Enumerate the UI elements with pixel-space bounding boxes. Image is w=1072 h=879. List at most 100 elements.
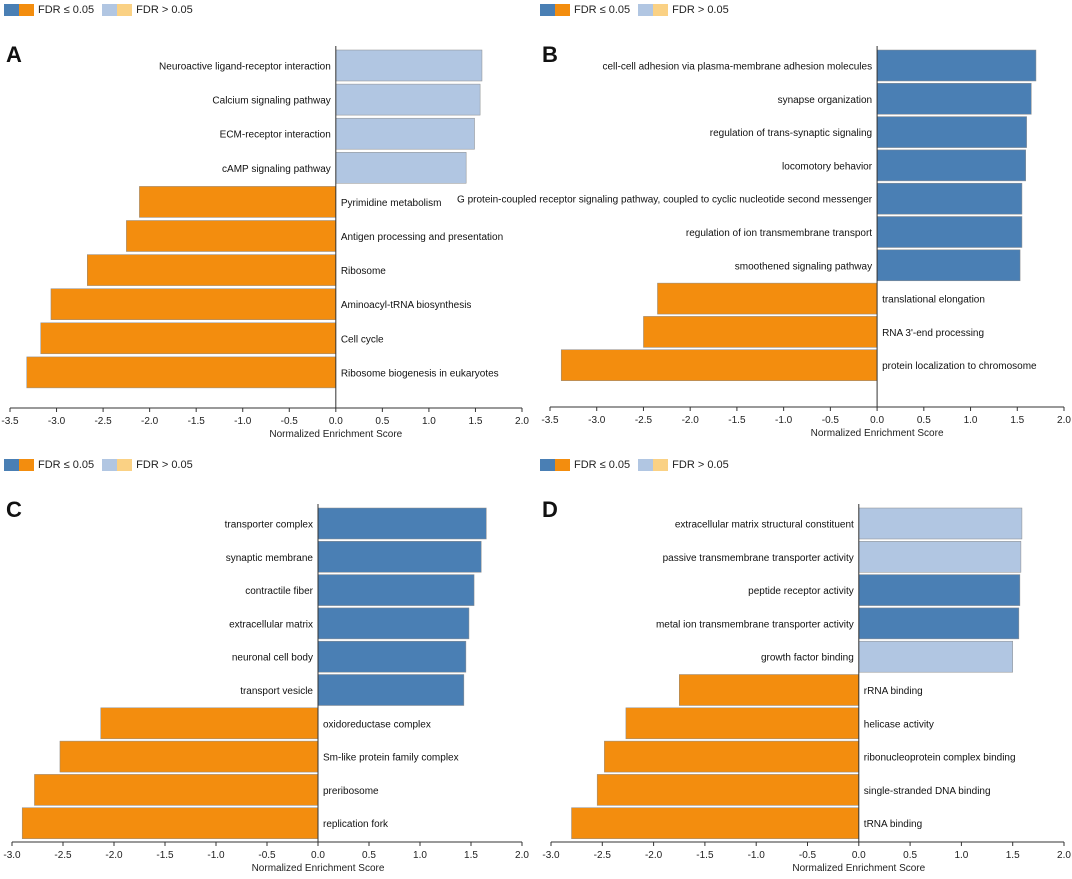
bar xyxy=(876,116,1027,148)
x-tick-label: -3.0 xyxy=(3,850,21,861)
x-tick-label: -2.5 xyxy=(54,850,72,861)
bar-label: Calcium signaling pathway xyxy=(212,96,330,107)
x-tick-label: -1.0 xyxy=(748,850,766,861)
bar-label: replication fork xyxy=(323,819,389,830)
legend-nonsig-label: FDR > 0.05 xyxy=(672,4,729,16)
x-tick-label: -0.5 xyxy=(258,850,276,861)
legend-swatch-up-sig xyxy=(540,459,555,471)
panel-a: FDR ≤ 0.05 FDR > 0.05 A Neuroactive liga… xyxy=(0,0,536,450)
panel-letter: A xyxy=(6,42,22,67)
x-tick-label: 0.5 xyxy=(375,416,389,427)
legend: FDR ≤ 0.05 FDR > 0.05 xyxy=(540,458,737,472)
bar xyxy=(335,117,475,150)
x-tick-label: -1.0 xyxy=(775,415,793,426)
legend-nonsig-label: FDR > 0.05 xyxy=(136,4,193,16)
legend-swatch-down-sig xyxy=(555,4,570,16)
bar-label: Aminoacyl-tRNA biosynthesis xyxy=(341,300,472,311)
bar-label: rRNA binding xyxy=(864,686,923,697)
bar xyxy=(604,740,860,773)
x-tick-label: -0.5 xyxy=(281,416,299,427)
legend-swatch-down-sig xyxy=(555,459,570,471)
panel-letter: C xyxy=(6,497,22,522)
x-tick-label: 1.5 xyxy=(464,850,478,861)
x-tick-label: -1.0 xyxy=(207,850,225,861)
chart-d: extracellular matrix structural constitu… xyxy=(542,504,1071,874)
legend-nonsig-label: FDR > 0.05 xyxy=(136,459,193,471)
bar-label: G protein-coupled receptor signaling pat… xyxy=(457,195,873,206)
x-tick-label: -2.0 xyxy=(105,850,123,861)
x-axis-title: Normalized Enrichment Score xyxy=(252,863,385,874)
bar-label: peptide receptor activity xyxy=(748,586,854,597)
x-tick-label: -2.0 xyxy=(645,850,663,861)
bar-label: synaptic membrane xyxy=(226,553,314,564)
x-tick-label: -3.0 xyxy=(542,850,560,861)
x-tick-label: -2.5 xyxy=(635,415,653,426)
x-tick-label: -1.5 xyxy=(156,850,174,861)
x-axis-title: Normalized Enrichment Score xyxy=(269,429,402,440)
x-tick-label: 2.0 xyxy=(1057,415,1071,426)
bar-label: single-stranded DNA binding xyxy=(864,786,991,797)
bar xyxy=(596,774,860,806)
chart-c: transporter complex synaptic membrane cont… xyxy=(3,504,529,874)
legend-swatch-up-nonsig xyxy=(638,4,654,16)
bar-label: neuronal cell body xyxy=(232,653,313,664)
panel-letter: D xyxy=(542,497,558,522)
bar-label: Pyrimidine metabolism xyxy=(341,198,442,209)
legend: FDR ≤ 0.05 FDR > 0.05 xyxy=(4,458,201,472)
bar-label: synapse organization xyxy=(778,95,873,106)
bar xyxy=(657,282,878,315)
x-tick-label: 1.5 xyxy=(1010,415,1024,426)
bar xyxy=(571,807,860,839)
x-tick-label: -0.5 xyxy=(799,850,817,861)
bar xyxy=(679,674,860,706)
bar xyxy=(335,83,481,116)
legend-sig-label: FDR ≤ 0.05 xyxy=(574,4,631,16)
x-axis-title: Normalized Enrichment Score xyxy=(792,863,925,874)
bar-label: Antigen processing and presentation xyxy=(341,232,503,243)
bar-label: contractile fiber xyxy=(245,586,313,597)
x-tick-label: -1.0 xyxy=(234,416,252,427)
x-tick-label: -1.5 xyxy=(188,416,206,427)
bar-label: regulation of trans-synaptic signaling xyxy=(710,128,872,139)
bar xyxy=(139,186,337,218)
x-tick-label: -3.0 xyxy=(588,415,606,426)
x-tick-label: 0.5 xyxy=(903,850,917,861)
x-tick-label: -1.5 xyxy=(728,415,746,426)
x-tick-label: 1.5 xyxy=(469,416,483,427)
x-axis-title: Normalized Enrichment Score xyxy=(811,428,944,439)
bar-label: oxidoreductase complex xyxy=(323,719,431,730)
bar xyxy=(34,774,319,806)
x-tick-label: 1.0 xyxy=(954,850,968,861)
panel-b: FDR ≤ 0.05 FDR > 0.05 B cell-cell adhesi… xyxy=(457,0,1072,450)
bar-label: Ribosome xyxy=(341,266,386,277)
legend-swatch-down-sig xyxy=(19,4,34,16)
bar xyxy=(59,740,319,773)
x-tick-label: -0.5 xyxy=(822,415,840,426)
chart-b: cell-cell adhesion via plasma-membrane a… xyxy=(457,46,1071,439)
bar xyxy=(100,707,319,740)
bar-label: Ribosome biogenesis in eukaryotes xyxy=(341,368,499,379)
x-tick-label: 0.5 xyxy=(362,850,376,861)
bar-label: extracellular matrix xyxy=(229,619,313,630)
x-tick-label: -2.0 xyxy=(141,416,159,427)
bar-label: passive transmembrane transporter activi… xyxy=(663,553,854,564)
x-tick-label: 2.0 xyxy=(1057,850,1071,861)
bar-label: cell-cell adhesion via plasma-membrane a… xyxy=(602,62,872,73)
bar-label: RNA 3'-end processing xyxy=(882,328,984,339)
bar-label: locomotory behavior xyxy=(782,161,873,172)
bar xyxy=(317,640,467,673)
bar xyxy=(858,541,1022,573)
bar-label: growth factor binding xyxy=(761,653,854,664)
bar-label: metal ion transmembrane transporter acti… xyxy=(656,619,854,630)
bar xyxy=(858,507,1023,540)
legend-swatch-up-nonsig xyxy=(102,459,118,471)
x-tick-label: 0.0 xyxy=(311,850,325,861)
bar-label: tRNA binding xyxy=(864,819,922,830)
bar-label: Cell cycle xyxy=(341,334,384,345)
bar-label: preribosome xyxy=(323,786,379,797)
bar-label: helicase activity xyxy=(864,719,934,730)
legend-swatch-down-nonsig xyxy=(653,459,669,471)
x-tick-label: 1.5 xyxy=(1006,850,1020,861)
bar xyxy=(335,152,467,184)
panel-d: FDR ≤ 0.05 FDR > 0.05 D extracellular ma… xyxy=(536,455,1072,879)
